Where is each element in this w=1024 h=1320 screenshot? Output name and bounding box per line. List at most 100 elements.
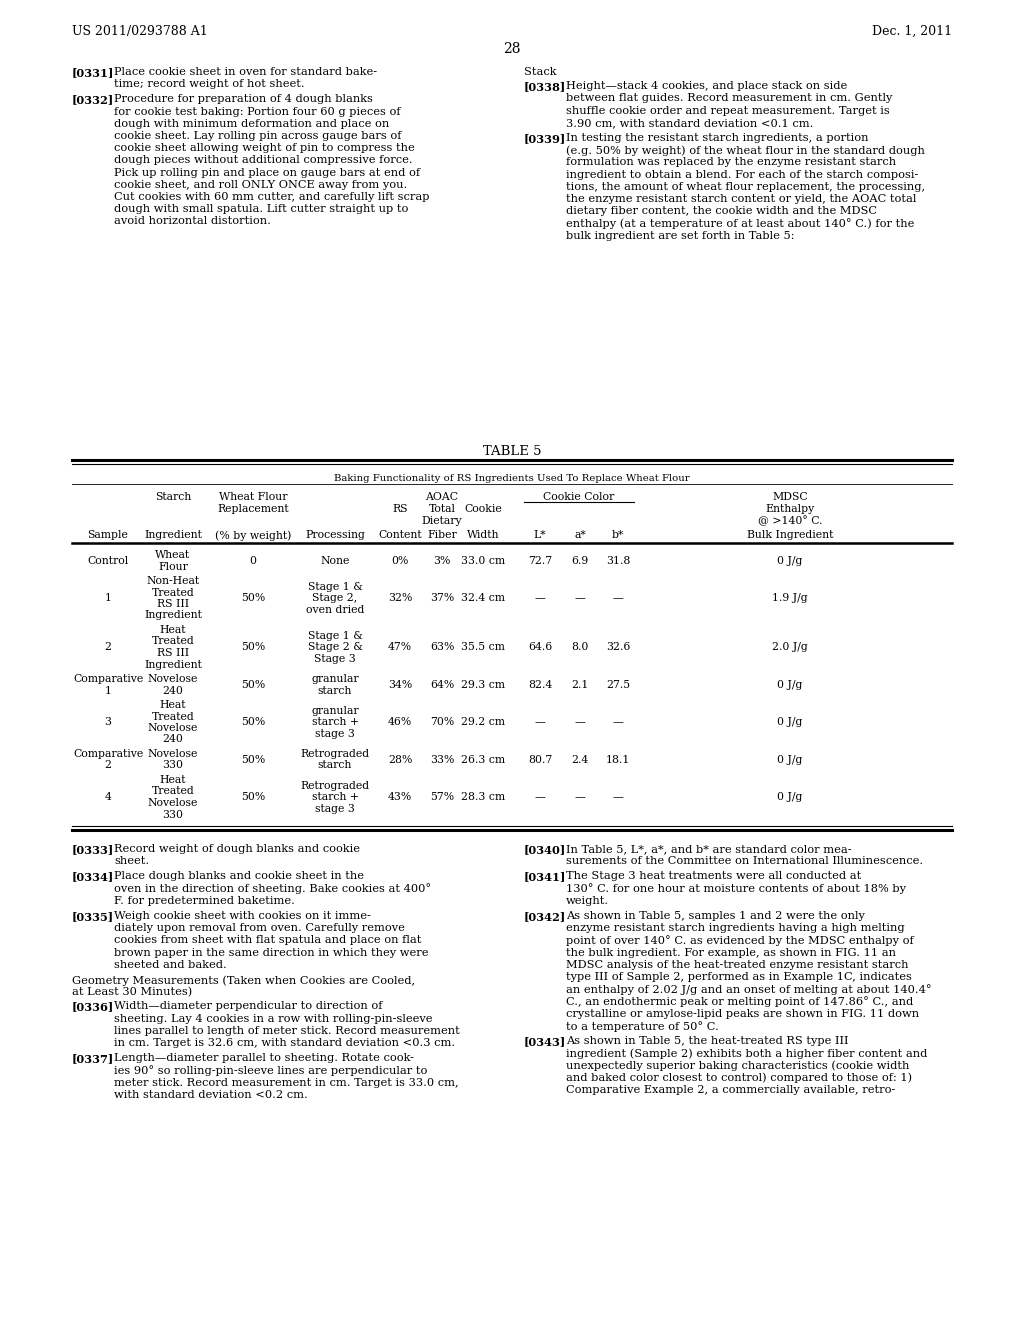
Text: 0 J/g: 0 J/g [777,680,803,690]
Text: dough pieces without additional compressive force.: dough pieces without additional compress… [114,156,413,165]
Text: L*: L* [534,531,547,540]
Text: 50%: 50% [241,593,265,603]
Text: 31.8: 31.8 [606,556,630,566]
Text: tions, the amount of wheat flour replacement, the processing,: tions, the amount of wheat flour replace… [566,182,925,191]
Text: sheeted and baked.: sheeted and baked. [114,960,226,970]
Text: Baking Functionality of RS Ingredients Used To Replace Wheat Flour: Baking Functionality of RS Ingredients U… [334,474,690,483]
Text: MDSC: MDSC [772,492,808,502]
Text: brown paper in the same direction in which they were: brown paper in the same direction in whi… [114,948,428,957]
Text: Retrograded: Retrograded [300,780,370,791]
Text: shuffle cookie order and repeat measurement. Target is: shuffle cookie order and repeat measurem… [566,106,890,116]
Text: [0337]: [0337] [72,1053,115,1064]
Text: 0: 0 [250,556,256,566]
Text: 29.3 cm: 29.3 cm [461,680,505,690]
Text: the bulk ingredient. For example, as shown in FIG. 11 an: the bulk ingredient. For example, as sho… [566,948,896,957]
Text: Heat: Heat [160,624,186,635]
Text: 72.7: 72.7 [528,556,552,566]
Text: [0342]: [0342] [524,911,566,921]
Text: 0 J/g: 0 J/g [777,717,803,727]
Text: starch +: starch + [311,792,358,803]
Text: type III of Sample 2, performed as in Example 1C, indicates: type III of Sample 2, performed as in Ex… [566,972,912,982]
Text: Dietary: Dietary [422,516,462,525]
Text: Non-Heat: Non-Heat [146,576,200,586]
Text: ies 90° so rolling-pin-sleeve lines are perpendicular to: ies 90° so rolling-pin-sleeve lines are … [114,1065,427,1076]
Text: Treated: Treated [152,587,195,598]
Text: cookie sheet allowing weight of pin to compress the: cookie sheet allowing weight of pin to c… [114,143,415,153]
Text: In testing the resistant starch ingredients, a portion: In testing the resistant starch ingredie… [566,133,868,143]
Text: Comparative Example 2, a commercially available, retro-: Comparative Example 2, a commercially av… [566,1085,895,1094]
Text: 33%: 33% [430,755,455,764]
Text: —: — [535,593,546,603]
Text: for cookie test baking: Portion four 60 g pieces of: for cookie test baking: Portion four 60 … [114,107,400,116]
Text: 330: 330 [163,809,183,820]
Text: Geometry Measurements (Taken when Cookies are Cooled,: Geometry Measurements (Taken when Cookie… [72,975,415,986]
Text: 47%: 47% [388,643,412,652]
Text: 34%: 34% [388,680,412,690]
Text: Novelose: Novelose [147,799,199,808]
Text: 57%: 57% [430,792,454,803]
Text: 28%: 28% [388,755,413,764]
Text: [0331]: [0331] [72,67,115,78]
Text: Width: Width [467,531,500,540]
Text: meter stick. Record measurement in cm. Target is 33.0 cm,: meter stick. Record measurement in cm. T… [114,1077,459,1088]
Text: 35.5 cm: 35.5 cm [461,643,505,652]
Text: stage 3: stage 3 [315,729,355,739]
Text: 1.9 J/g: 1.9 J/g [772,593,808,603]
Text: 0 J/g: 0 J/g [777,755,803,764]
Text: Cut cookies with 60 mm cutter, and carefully lift scrap: Cut cookies with 60 mm cutter, and caref… [114,191,429,202]
Text: 0 J/g: 0 J/g [777,792,803,803]
Text: Pick up rolling pin and place on gauge bars at end of: Pick up rolling pin and place on gauge b… [114,168,420,178]
Text: enthalpy (at a temperature of at least about 140° C.) for the: enthalpy (at a temperature of at least a… [566,218,914,230]
Text: None: None [321,556,349,566]
Text: 240: 240 [163,734,183,744]
Text: the enzyme resistant starch content or yield, the AOAC total: the enzyme resistant starch content or y… [566,194,916,205]
Text: As shown in Table 5, the heat-treated RS type III: As shown in Table 5, the heat-treated RS… [566,1036,849,1045]
Text: 50%: 50% [241,717,265,727]
Text: Comparative: Comparative [73,675,143,684]
Text: and baked color closest to control) compared to those of: 1): and baked color closest to control) comp… [566,1073,912,1084]
Text: 32.6: 32.6 [606,643,630,652]
Text: Place cookie sheet in oven for standard bake-: Place cookie sheet in oven for standard … [114,67,377,77]
Text: 8.0: 8.0 [571,643,589,652]
Text: [0341]: [0341] [524,871,566,882]
Text: Novelose: Novelose [147,675,199,684]
Text: an enthalpy of 2.02 J/g and an onset of melting at about 140.4°: an enthalpy of 2.02 J/g and an onset of … [566,985,932,995]
Text: sheeting. Lay 4 cookies in a row with rolling-pin-sleeve: sheeting. Lay 4 cookies in a row with ro… [114,1014,432,1023]
Text: Bulk Ingredient: Bulk Ingredient [746,531,834,540]
Text: 64%: 64% [430,680,454,690]
Text: time; record weight of hot sheet.: time; record weight of hot sheet. [114,79,304,90]
Text: Retrograded: Retrograded [300,748,370,759]
Text: Treated: Treated [152,787,195,796]
Text: enzyme resistant starch ingredients having a high melting: enzyme resistant starch ingredients havi… [566,923,904,933]
Text: Length—diameter parallel to sheeting. Rotate cook-: Length—diameter parallel to sheeting. Ro… [114,1053,414,1063]
Text: point of over 140° C. as evidenced by the MDSC enthalpy of: point of over 140° C. as evidenced by th… [566,936,913,946]
Text: dough with small spatula. Lift cutter straight up to: dough with small spatula. Lift cutter st… [114,205,409,214]
Text: 3%: 3% [433,556,451,566]
Text: @ >140° C.: @ >140° C. [758,516,822,527]
Text: 28: 28 [503,42,521,55]
Text: Width—diameter perpendicular to direction of: Width—diameter perpendicular to directio… [114,1002,383,1011]
Text: to a temperature of 50° C.: to a temperature of 50° C. [566,1020,719,1032]
Text: Novelose: Novelose [147,723,199,733]
Text: Ingredient: Ingredient [144,660,202,669]
Text: [0335]: [0335] [72,911,114,921]
Text: oven in the direction of sheeting. Bake cookies at 400°: oven in the direction of sheeting. Bake … [114,883,431,895]
Text: The Stage 3 heat treatments were all conducted at: The Stage 3 heat treatments were all con… [566,871,861,882]
Text: avoid horizontal distortion.: avoid horizontal distortion. [114,216,271,227]
Text: Dec. 1, 2011: Dec. 1, 2011 [871,25,952,38]
Text: 1: 1 [104,685,112,696]
Text: (e.g. 50% by weight) of the wheat flour in the standard dough: (e.g. 50% by weight) of the wheat flour … [566,145,925,156]
Text: RS III: RS III [157,599,189,609]
Text: Flour: Flour [158,561,188,572]
Text: 33.0 cm: 33.0 cm [461,556,505,566]
Text: crystalline or amylose-lipid peaks are shown in FIG. 11 down: crystalline or amylose-lipid peaks are s… [566,1008,920,1019]
Text: ingredient to obtain a blend. For each of the starch composi-: ingredient to obtain a blend. For each o… [566,169,919,180]
Text: Fiber: Fiber [427,531,457,540]
Text: b*: b* [611,531,625,540]
Text: between flat guides. Record measurement in cm. Gently: between flat guides. Record measurement … [566,94,892,103]
Text: 50%: 50% [241,792,265,803]
Text: Weigh cookie sheet with cookies on it imme-: Weigh cookie sheet with cookies on it im… [114,911,371,921]
Text: Replacement: Replacement [217,504,289,513]
Text: [0334]: [0334] [72,871,115,882]
Text: 50%: 50% [241,755,265,764]
